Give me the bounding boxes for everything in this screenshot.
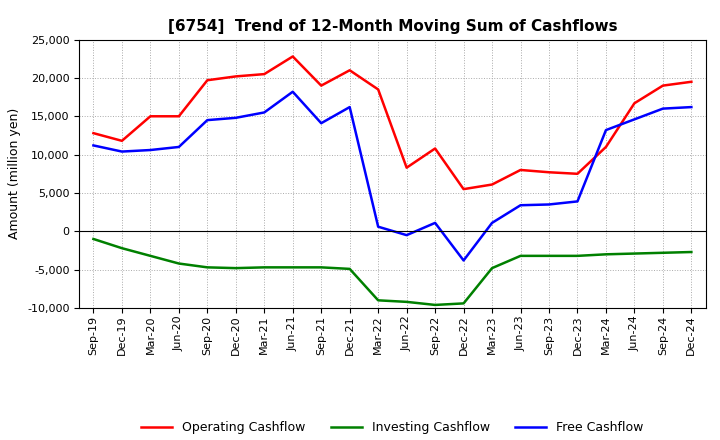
Operating Cashflow: [174, 114, 183, 119]
Operating Cashflow: [317, 83, 325, 88]
Operating Cashflow: [232, 74, 240, 79]
Free Cashflow: [374, 224, 382, 229]
Operating Cashflow: [431, 146, 439, 151]
Y-axis label: Amount (million yen): Amount (million yen): [9, 108, 22, 239]
Investing Cashflow: [659, 250, 667, 256]
Investing Cashflow: [402, 299, 411, 304]
Line: Free Cashflow: Free Cashflow: [94, 92, 691, 260]
Free Cashflow: [117, 149, 126, 154]
Investing Cashflow: [346, 266, 354, 271]
Operating Cashflow: [89, 131, 98, 136]
Free Cashflow: [487, 220, 496, 226]
Line: Investing Cashflow: Investing Cashflow: [94, 239, 691, 305]
Free Cashflow: [260, 110, 269, 115]
Free Cashflow: [174, 144, 183, 150]
Free Cashflow: [459, 258, 468, 263]
Investing Cashflow: [516, 253, 525, 258]
Investing Cashflow: [687, 249, 696, 255]
Free Cashflow: [146, 147, 155, 153]
Operating Cashflow: [602, 144, 611, 150]
Operating Cashflow: [516, 167, 525, 172]
Investing Cashflow: [174, 261, 183, 266]
Free Cashflow: [431, 220, 439, 226]
Investing Cashflow: [146, 253, 155, 258]
Operating Cashflow: [487, 182, 496, 187]
Free Cashflow: [516, 202, 525, 208]
Investing Cashflow: [203, 265, 212, 270]
Operating Cashflow: [346, 68, 354, 73]
Free Cashflow: [232, 115, 240, 121]
Free Cashflow: [89, 143, 98, 148]
Free Cashflow: [545, 202, 554, 207]
Operating Cashflow: [659, 83, 667, 88]
Investing Cashflow: [630, 251, 639, 256]
Operating Cashflow: [545, 170, 554, 175]
Investing Cashflow: [459, 301, 468, 306]
Operating Cashflow: [374, 87, 382, 92]
Investing Cashflow: [232, 265, 240, 271]
Free Cashflow: [687, 104, 696, 110]
Investing Cashflow: [117, 246, 126, 251]
Operating Cashflow: [459, 187, 468, 192]
Operating Cashflow: [687, 79, 696, 84]
Investing Cashflow: [602, 252, 611, 257]
Investing Cashflow: [487, 265, 496, 271]
Investing Cashflow: [317, 265, 325, 270]
Free Cashflow: [289, 89, 297, 95]
Legend: Operating Cashflow, Investing Cashflow, Free Cashflow: Operating Cashflow, Investing Cashflow, …: [136, 416, 649, 439]
Operating Cashflow: [260, 71, 269, 77]
Title: [6754]  Trend of 12-Month Moving Sum of Cashflows: [6754] Trend of 12-Month Moving Sum of C…: [168, 19, 617, 34]
Operating Cashflow: [402, 165, 411, 170]
Operating Cashflow: [630, 101, 639, 106]
Free Cashflow: [203, 117, 212, 123]
Operating Cashflow: [289, 54, 297, 59]
Investing Cashflow: [260, 265, 269, 270]
Operating Cashflow: [117, 138, 126, 143]
Operating Cashflow: [146, 114, 155, 119]
Investing Cashflow: [374, 298, 382, 303]
Investing Cashflow: [89, 236, 98, 242]
Operating Cashflow: [573, 171, 582, 176]
Investing Cashflow: [545, 253, 554, 258]
Investing Cashflow: [431, 302, 439, 308]
Investing Cashflow: [573, 253, 582, 258]
Free Cashflow: [573, 199, 582, 204]
Investing Cashflow: [289, 265, 297, 270]
Free Cashflow: [402, 232, 411, 238]
Free Cashflow: [317, 121, 325, 126]
Free Cashflow: [659, 106, 667, 111]
Operating Cashflow: [203, 77, 212, 83]
Free Cashflow: [346, 104, 354, 110]
Free Cashflow: [602, 128, 611, 133]
Free Cashflow: [630, 117, 639, 122]
Line: Operating Cashflow: Operating Cashflow: [94, 56, 691, 189]
